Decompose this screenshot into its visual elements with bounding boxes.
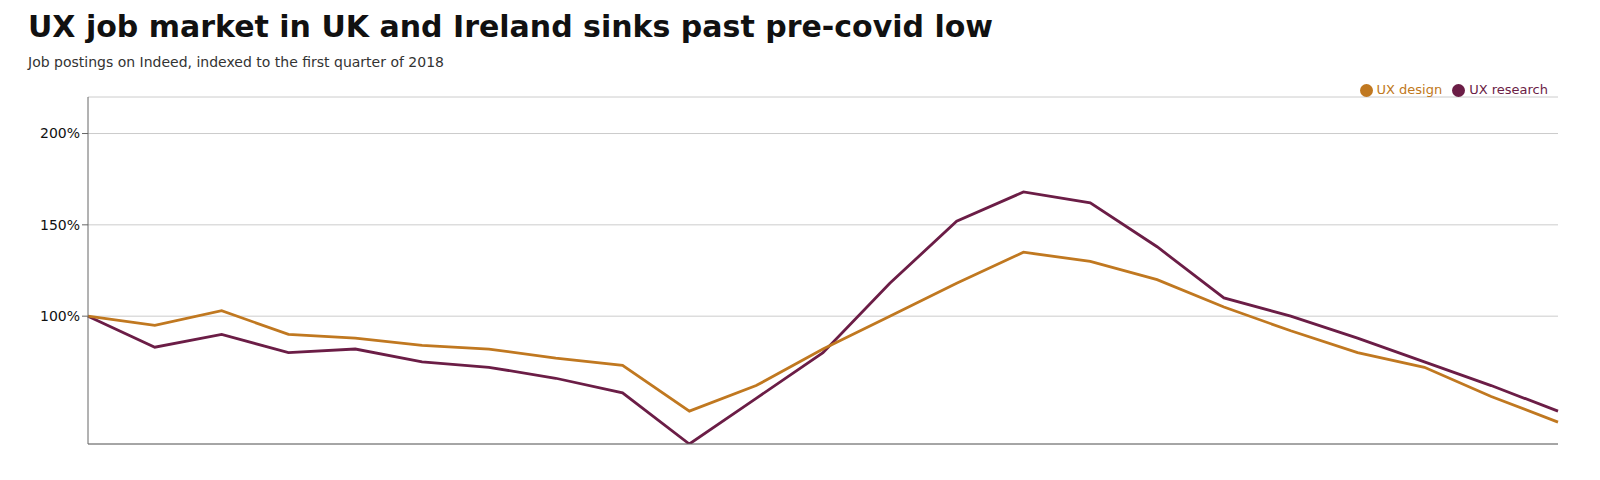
svg-text:200%: 200% bbox=[40, 125, 80, 141]
svg-text:100%: 100% bbox=[40, 308, 80, 324]
svg-text:150%: 150% bbox=[40, 217, 80, 233]
html-text:Job postings on Indeed, indexe: Job postings on Indeed, indexed to the f… bbox=[28, 54, 444, 70]
html-text:UX design: UX design bbox=[1376, 82, 1443, 97]
html-text:UX job market in UK and Irelan: UX job market in UK and Ireland sinks pa… bbox=[28, 9, 993, 44]
html-text:UX research: UX research bbox=[1469, 82, 1548, 97]
